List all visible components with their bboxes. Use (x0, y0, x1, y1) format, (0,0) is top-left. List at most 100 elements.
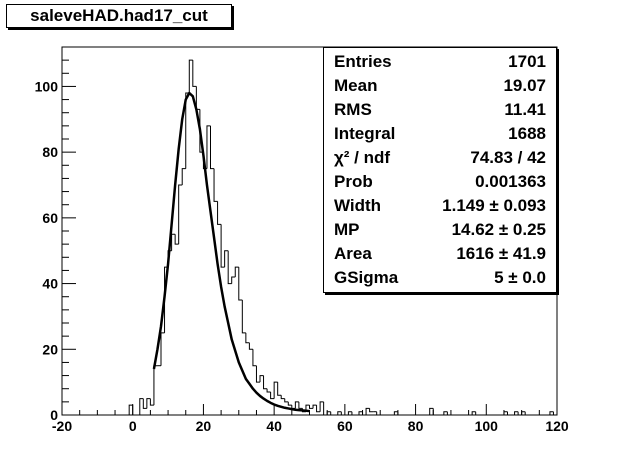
stat-value: 74.83 / 42 (470, 148, 546, 167)
stat-row-chi2: χ² / ndf 74.83 / 42 (324, 146, 556, 170)
histogram-bin (351, 411, 356, 416)
stat-label: Mean (334, 76, 378, 95)
x-tick-label: 0 (129, 418, 137, 434)
histogram-bin (330, 411, 335, 416)
histogram-bin (273, 381, 278, 399)
histogram-bin (149, 398, 154, 406)
histogram-bin (429, 407, 434, 415)
histogram-bin (446, 411, 451, 416)
stat-label: GSigma (334, 268, 399, 287)
histogram-bin (227, 250, 232, 285)
histogram-bin (397, 411, 402, 416)
y-tick-label: 20 (42, 341, 58, 357)
histogram-bin (280, 395, 285, 400)
histogram-bin (220, 224, 225, 268)
histogram-bin (146, 398, 151, 409)
stat-label: Integral (334, 124, 396, 143)
stat-label: Width (334, 196, 382, 215)
stat-value: 1.149 ± 0.093 (442, 196, 546, 215)
stat-row-prob: Prob 0.001363 (324, 170, 556, 194)
y-tick-label: 100 (35, 78, 59, 94)
stat-row-entries: Entries 1701 (324, 50, 556, 74)
histogram-bin (514, 411, 519, 415)
y-tick-label: 0 (50, 407, 58, 423)
stat-row-area: Area 1616 ± 41.9 (324, 242, 556, 266)
histogram-bin (185, 92, 190, 169)
histogram-bin (252, 349, 257, 367)
stat-label: RMS (334, 100, 372, 119)
stat-row-width: Width 1.149 ± 0.093 (324, 194, 556, 218)
histogram-bin (263, 375, 268, 390)
histogram-bin (287, 401, 292, 406)
histogram-bin (393, 411, 398, 415)
histogram-bin (298, 401, 303, 409)
histogram-bin (171, 233, 176, 251)
stat-label: χ² / ndf (334, 148, 391, 167)
stats-box: Entries 1701 Mean 19.07 RMS 11.41 Integr… (323, 47, 557, 293)
histogram-bin (132, 405, 137, 416)
histogram-bin (206, 125, 211, 169)
stat-value: 1701 (508, 52, 546, 71)
stat-value: 5 ± 0.0 (494, 268, 546, 287)
x-tick-label: 100 (475, 418, 499, 434)
stat-row-gsigma: GSigma 5 ± 0.0 (324, 266, 556, 290)
histogram-bin (266, 388, 271, 393)
histogram-bin (245, 332, 250, 344)
histogram-bin (153, 365, 158, 406)
histogram-bin (259, 375, 264, 383)
stat-row-mean: Mean 19.07 (324, 74, 556, 98)
stat-label: Prob (334, 172, 373, 191)
stat-value: 0.001363 (475, 172, 546, 191)
y-tick-label: 80 (42, 144, 58, 160)
histogram-bin (358, 411, 363, 415)
x-tick-label: 40 (266, 418, 282, 434)
histogram-bin (503, 411, 508, 415)
histogram-bin (231, 276, 236, 284)
histogram-bin (524, 411, 529, 416)
histogram-bin (234, 266, 239, 277)
histogram-bin (224, 250, 229, 268)
fit-curve (152, 91, 310, 413)
histogram-bin (517, 411, 522, 416)
histogram-bin (241, 300, 246, 334)
histogram-bin (277, 382, 282, 396)
histogram-bin (312, 404, 317, 409)
histogram-bin (188, 59, 193, 93)
histogram-bin (365, 407, 370, 415)
histogram-bin (549, 411, 554, 415)
y-tick-label: 40 (42, 276, 58, 292)
histogram-bin (432, 408, 437, 416)
histogram-bin (248, 342, 253, 350)
y-tick-label: 60 (42, 210, 58, 226)
stat-row-rms: RMS 11.41 (324, 98, 556, 122)
histogram-bin (195, 86, 200, 110)
stat-label: Area (334, 244, 372, 263)
stat-label: Entries (334, 52, 392, 71)
stat-value: 14.62 ± 0.25 (451, 220, 546, 239)
histogram-bin (217, 201, 222, 225)
histogram-bin (507, 411, 512, 416)
histogram-bin (142, 398, 147, 409)
histogram-bin (139, 398, 144, 415)
x-tick-label: 60 (337, 418, 353, 434)
histogram-bin (443, 411, 448, 415)
x-tick-label: 120 (545, 418, 569, 434)
histogram-bin (552, 411, 557, 416)
histogram-bin (192, 60, 197, 87)
x-tick-label: 80 (408, 418, 424, 434)
histogram-bin (326, 411, 331, 415)
histogram-bin (255, 365, 260, 383)
histogram-bin (471, 411, 476, 415)
stat-value: 19.07 (503, 76, 546, 95)
histogram-bin (475, 411, 480, 416)
histogram-bin (323, 401, 328, 416)
histogram-bin (337, 411, 342, 415)
stat-label: MP (334, 220, 360, 239)
stat-value: 1616 ± 41.9 (456, 244, 546, 263)
histogram-bin (347, 411, 352, 415)
fit-layer (152, 91, 310, 413)
histogram-bin (181, 168, 186, 185)
